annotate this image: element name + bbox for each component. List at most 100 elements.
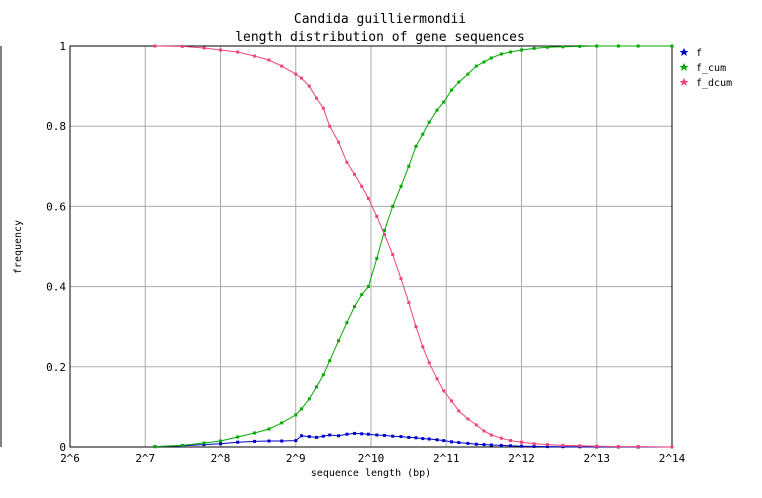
data-point-f	[337, 434, 341, 438]
data-point-f_dcum	[474, 423, 478, 427]
tick-layer: 2^6 2^7 2^8 2^9 2^10 2^11 2^12 2^13 2^14 0 0.2 0.4 0…	[46, 40, 685, 465]
data-point-f_dcum	[450, 399, 453, 403]
data-point-f_cum	[595, 44, 599, 48]
data-point-f	[520, 444, 524, 448]
data-point-f_cum	[353, 305, 356, 309]
data-point-f	[435, 438, 439, 442]
data-point-f_dcum	[353, 172, 356, 176]
data-point-f_cum	[421, 132, 425, 136]
data-point-f_cum	[466, 72, 470, 76]
grid-layer	[70, 46, 672, 447]
data-point-f_dcum	[466, 417, 470, 421]
data-point-f_dcum	[219, 48, 222, 52]
data-point-f_dcum	[595, 444, 599, 448]
x-tick-label: 2^12	[508, 452, 535, 465]
data-point-f_dcum	[399, 277, 403, 281]
data-point-f_dcum	[180, 44, 184, 48]
data-point-f	[236, 440, 240, 444]
data-point-f_cum	[435, 108, 439, 112]
data-point-f	[532, 444, 536, 448]
legend: f f_cum f_dcum	[679, 48, 732, 89]
data-point-f	[421, 437, 425, 441]
series-line-f_cum	[154, 45, 672, 448]
data-point-f	[442, 439, 446, 443]
data-point-f	[353, 431, 356, 435]
data-point-f_cum	[414, 144, 418, 148]
data-point-f_cum	[407, 164, 411, 168]
data-point-f_cum	[280, 421, 284, 425]
data-point-f	[202, 443, 206, 447]
legend-marker-f	[679, 48, 689, 56]
data-point-f_dcum	[280, 64, 284, 68]
data-point-f_dcum	[375, 214, 379, 218]
data-point-f	[219, 442, 222, 446]
chart-subtitle: length distribution of gene sequences	[235, 30, 525, 45]
data-point-f	[545, 445, 549, 449]
data-point-f_cum	[509, 50, 512, 54]
data-point-f_dcum	[442, 389, 446, 393]
data-point-f	[466, 441, 470, 445]
data-point-f_cum	[499, 52, 503, 56]
data-point-f_dcum	[328, 124, 332, 128]
data-point-f_dcum	[307, 84, 311, 88]
data-point-f_cum	[315, 385, 318, 389]
data-point-f_cum	[153, 445, 157, 449]
data-point-f_dcum	[532, 442, 536, 446]
x-tick-label: 2^11	[433, 452, 460, 465]
legend-label-f: f	[696, 48, 702, 59]
legend-label-f_cum: f_cum	[696, 63, 726, 74]
data-point-f	[253, 439, 256, 443]
data-point-f	[300, 434, 303, 438]
data-point-f_dcum	[670, 445, 674, 449]
data-point-f	[375, 433, 379, 437]
data-point-f	[489, 443, 493, 447]
data-point-f_cum	[307, 397, 311, 401]
data-point-f_cum	[360, 293, 364, 297]
data-point-f_cum	[253, 431, 256, 435]
y-tick-label: 0.2	[46, 361, 66, 374]
data-point-f_cum	[202, 441, 206, 445]
data-point-f	[482, 443, 486, 447]
legend-marker-f_cum	[679, 63, 689, 71]
data-point-f_cum	[300, 407, 303, 411]
data-point-f_cum	[399, 184, 403, 188]
data-point-f_cum	[366, 285, 370, 289]
x-tick-label: 2^14	[659, 452, 686, 465]
data-point-f_dcum	[482, 429, 486, 433]
data-point-f_cum	[545, 45, 549, 49]
data-point-f_cum	[636, 44, 640, 48]
data-point-f_dcum	[236, 50, 240, 54]
data-point-f_cum	[616, 44, 620, 48]
data-point-f_cum	[345, 321, 349, 325]
chart-title: Candida guilliermondii	[294, 12, 466, 27]
legend-label-f_dcum: f_dcum	[696, 78, 732, 89]
data-point-f_dcum	[383, 233, 386, 236]
y-tick-label: 0.4	[46, 281, 66, 294]
data-point-f_dcum	[267, 58, 271, 62]
data-point-f	[383, 433, 386, 437]
x-tick-label: 2^8	[211, 452, 231, 465]
data-point-f_cum	[450, 88, 453, 92]
data-point-f	[499, 443, 503, 447]
x-tick-label: 2^7	[135, 452, 155, 465]
data-point-f	[294, 439, 298, 443]
data-point-f	[366, 432, 370, 436]
data-point-f	[391, 434, 395, 438]
data-point-f_dcum	[489, 433, 493, 437]
y-tick-label: 0.8	[46, 120, 66, 133]
data-point-f_dcum	[636, 445, 640, 449]
data-point-f	[427, 437, 431, 441]
data-point-f_dcum	[421, 345, 425, 349]
data-point-f_dcum	[253, 54, 256, 58]
data-point-f_cum	[383, 229, 386, 232]
data-point-f_cum	[578, 44, 582, 48]
data-point-f_cum	[321, 373, 325, 377]
data-point-f	[457, 441, 461, 445]
data-point-f	[280, 439, 284, 443]
data-point-f_dcum	[391, 253, 395, 256]
data-point-f_dcum	[360, 184, 364, 188]
data-point-f_dcum	[457, 409, 461, 413]
legend-marker-f_dcum	[679, 78, 689, 86]
series-line-f	[154, 432, 672, 448]
x-tick-label: 2^13	[584, 452, 611, 465]
